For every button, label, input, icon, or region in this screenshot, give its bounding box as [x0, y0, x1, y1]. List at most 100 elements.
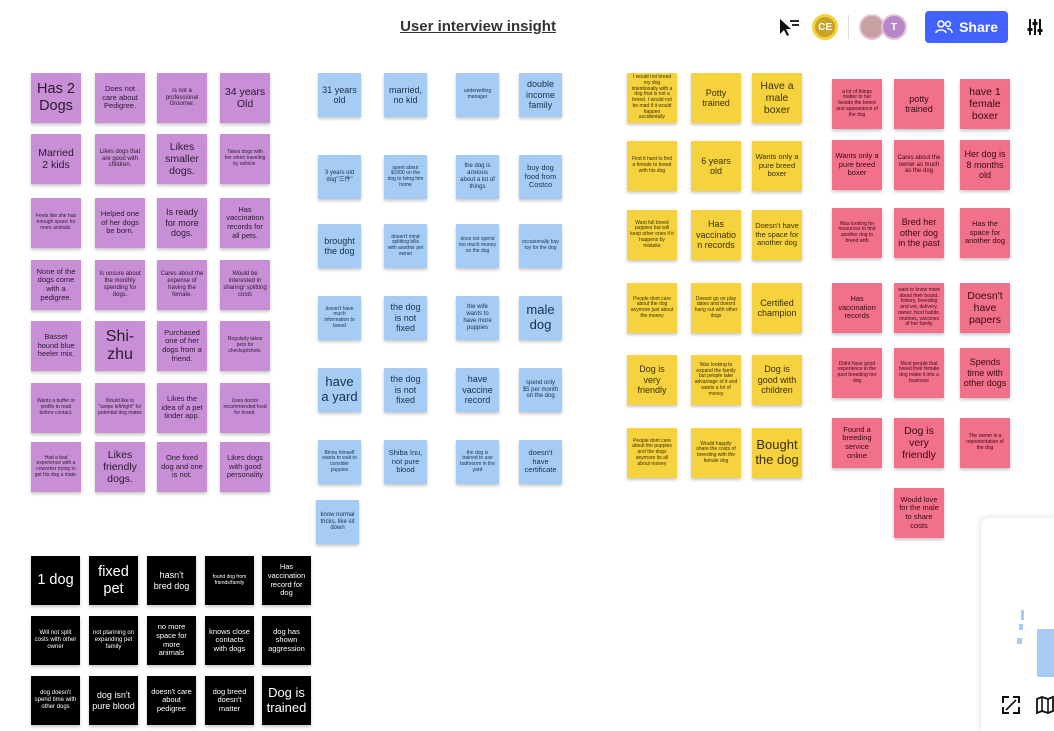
- purple-sticky-note[interactable]: Would be interested in sharing/ splittin…: [220, 260, 270, 310]
- purple-sticky-note[interactable]: Has 2 Dogs: [31, 73, 81, 123]
- black-sticky-note[interactable]: dog isn't pure blood: [89, 676, 138, 725]
- yellow-sticky-note[interactable]: People dont care about the dog anymore j…: [627, 283, 677, 333]
- pink-sticky-note[interactable]: Doesn't have papers: [960, 283, 1010, 333]
- purple-sticky-note[interactable]: Is not a professional Groomer.: [157, 73, 207, 123]
- minimap-viewport[interactable]: [1037, 629, 1054, 677]
- pink-sticky-note[interactable]: have 1 female boxer: [960, 79, 1010, 129]
- blue-sticky-note[interactable]: doesn't mind splitting bills with anothe…: [384, 224, 427, 268]
- purple-sticky-note[interactable]: Does not care about Pedigree.: [95, 73, 145, 123]
- yellow-sticky-note[interactable]: Has vaccination records: [691, 210, 741, 260]
- pink-sticky-note[interactable]: Spends time with other dogs: [960, 348, 1010, 398]
- black-sticky-note[interactable]: not planning on expanding pet family: [89, 616, 138, 665]
- settings-sliders-icon[interactable]: [1020, 12, 1050, 42]
- black-sticky-note[interactable]: dog breed doesn't matter: [205, 676, 254, 725]
- blue-sticky-note[interactable]: double income family: [519, 73, 562, 117]
- yellow-sticky-note[interactable]: Dog is good with children: [752, 355, 802, 405]
- pink-sticky-note[interactable]: Dog is very friendly: [894, 418, 944, 468]
- blue-sticky-note[interactable]: know normal tricks, like sit down: [316, 500, 359, 544]
- blue-sticky-note[interactable]: the dog is trained to use bathroom in th…: [456, 440, 499, 484]
- yellow-sticky-note[interactable]: Wants only a pure breed boxer: [752, 141, 802, 191]
- collaborator-avatar[interactable]: T: [881, 14, 908, 40]
- yellow-sticky-note[interactable]: Doesn't have the space for another dog: [752, 210, 802, 260]
- pink-sticky-note[interactable]: Wants only a pure breed boxer: [832, 140, 882, 190]
- blue-sticky-note[interactable]: have a yard: [318, 368, 361, 412]
- pink-sticky-note[interactable]: Has vaccination records: [832, 283, 882, 333]
- blue-sticky-note[interactable]: Binnu himself wants to wait to consider …: [318, 440, 361, 484]
- pink-sticky-note[interactable]: Bred her other dog in the past: [894, 208, 944, 258]
- blue-sticky-note[interactable]: does not spend too much money on the dog: [456, 224, 499, 268]
- yellow-sticky-note[interactable]: Doesnt go on play dates and doesnt hang …: [691, 283, 741, 333]
- purple-sticky-note[interactable]: Would like to "swipe left/right" for pot…: [95, 383, 145, 433]
- pink-sticky-note[interactable]: Her dog is 8 months old: [960, 140, 1010, 190]
- pink-sticky-note[interactable]: The owner is a representation of the dog: [960, 418, 1010, 468]
- pink-sticky-note[interactable]: Was looking for resources to find anothe…: [832, 208, 882, 258]
- blue-sticky-note[interactable]: 31 years old: [318, 73, 361, 117]
- share-button[interactable]: Share: [925, 11, 1008, 43]
- cursor-filter-icon[interactable]: [774, 12, 804, 42]
- yellow-sticky-note[interactable]: Was looking to expand the family but peo…: [691, 355, 741, 405]
- blue-sticky-note[interactable]: Shiba Inu, not pure blood: [384, 440, 427, 484]
- purple-sticky-note[interactable]: None of the dogs come with a pedigree.: [31, 260, 81, 310]
- purple-sticky-note[interactable]: Wants a buffer or profile to read before…: [31, 383, 81, 433]
- black-sticky-note[interactable]: dog doesn't spend time with other dogs: [31, 676, 80, 725]
- black-sticky-note[interactable]: dog has shown aggression: [262, 616, 311, 665]
- purple-sticky-note[interactable]: Likes dogs with good personality: [220, 442, 270, 492]
- black-sticky-note[interactable]: Has vaccination record for dog: [262, 556, 311, 605]
- blue-sticky-note[interactable]: the dog is not fixed: [384, 296, 427, 340]
- purple-sticky-note[interactable]: Is ready for more dogs.: [157, 198, 207, 248]
- purple-sticky-note[interactable]: Purchased one of her dogs from a friend.: [157, 321, 207, 371]
- yellow-sticky-note[interactable]: Potty trained: [691, 73, 741, 123]
- purple-sticky-note[interactable]: Regularly takes pets for checkup/shots.: [220, 321, 270, 371]
- blue-sticky-note[interactable]: 3 years old dog"三件": [318, 155, 361, 199]
- purple-sticky-note[interactable]: 34 years Old: [220, 73, 270, 123]
- purple-sticky-note[interactable]: Likes friendly dogs.: [95, 442, 145, 492]
- blue-sticky-note[interactable]: occasionally buy toy for the dog: [519, 224, 562, 268]
- pink-sticky-note[interactable]: Has the space for another dog: [960, 208, 1010, 258]
- pink-sticky-note[interactable]: Most people that breed their female dog …: [894, 348, 944, 398]
- blue-sticky-note[interactable]: buy dog food from Costco: [519, 155, 562, 199]
- purple-sticky-note[interactable]: Likes dogs that are good with children.: [95, 134, 145, 184]
- pink-sticky-note[interactable]: Would love for the male to share costs: [894, 488, 944, 538]
- purple-sticky-note[interactable]: Helped one of her dogs be born.: [95, 198, 145, 248]
- blue-sticky-note[interactable]: doesn't have much information to breed: [318, 296, 361, 340]
- black-sticky-note[interactable]: Will not split costs with other owner: [31, 616, 80, 665]
- blue-sticky-note[interactable]: the dog is not fixed: [384, 368, 427, 412]
- collaborator-avatar[interactable]: CE: [812, 14, 839, 40]
- blue-sticky-note[interactable]: married, no kid: [384, 73, 427, 117]
- black-sticky-note[interactable]: knows close contacts with dogs: [205, 616, 254, 665]
- pink-sticky-note[interactable]: a lot of things matter to her beside the…: [832, 79, 882, 129]
- pink-sticky-note[interactable]: Found a breeding service online: [832, 418, 882, 468]
- black-sticky-note[interactable]: 1 dog: [31, 556, 80, 605]
- purple-sticky-note[interactable]: One fixed dog and one is not.: [157, 442, 207, 492]
- yellow-sticky-note[interactable]: Want full breed puppies but will keep ot…: [627, 210, 677, 260]
- black-sticky-note[interactable]: no more space for more animals: [147, 616, 196, 665]
- blue-sticky-note[interactable]: the wife wants to have more puppies: [456, 296, 499, 340]
- blue-sticky-note[interactable]: brought the dog: [318, 224, 361, 268]
- blue-sticky-note[interactable]: male dog: [519, 296, 562, 340]
- purple-sticky-note[interactable]: Married 2 kids: [31, 134, 81, 184]
- pink-sticky-note[interactable]: Didnt have good experience in the past b…: [832, 348, 882, 398]
- yellow-sticky-note[interactable]: Certified champion: [752, 283, 802, 333]
- pink-sticky-note[interactable]: Cares about the owner as much as the dog: [894, 140, 944, 190]
- fullscreen-icon[interactable]: [999, 693, 1023, 717]
- yellow-sticky-note[interactable]: Dog is very friendly: [627, 355, 677, 405]
- black-sticky-note[interactable]: fixed pet: [89, 556, 138, 605]
- purple-sticky-note[interactable]: Likes smaller dogs.: [157, 134, 207, 184]
- blue-sticky-note[interactable]: the dog is anxious about a lot of things: [456, 155, 499, 199]
- black-sticky-note[interactable]: Dog is trained: [262, 676, 311, 725]
- purple-sticky-note[interactable]: Has vaccination records for all pets.: [220, 198, 270, 248]
- purple-sticky-note[interactable]: Basset hound blue heeler mix.: [31, 321, 81, 371]
- black-sticky-note[interactable]: hasn't bred dog: [147, 556, 196, 605]
- yellow-sticky-note[interactable]: Have a male boxer: [752, 73, 802, 123]
- black-sticky-note[interactable]: found dog from friends/family: [205, 556, 254, 605]
- yellow-sticky-note[interactable]: 6 years old: [691, 141, 741, 191]
- yellow-sticky-note[interactable]: I would not breed my dog intentionally w…: [627, 73, 677, 123]
- pink-sticky-note[interactable]: potty trained: [894, 79, 944, 129]
- pink-sticky-note[interactable]: want to know more about their board, his…: [894, 283, 944, 333]
- purple-sticky-note[interactable]: Uses doctor recommended food for breed.: [220, 383, 270, 433]
- board-title[interactable]: User interview insight: [400, 18, 556, 35]
- purple-sticky-note[interactable]: Feels like she has enough space for more…: [31, 198, 81, 248]
- yellow-sticky-note[interactable]: Would happily share the costs of breedin…: [691, 428, 741, 478]
- purple-sticky-note[interactable]: Is unsure about the monthly spending for…: [95, 260, 145, 310]
- map-icon[interactable]: [1033, 693, 1054, 717]
